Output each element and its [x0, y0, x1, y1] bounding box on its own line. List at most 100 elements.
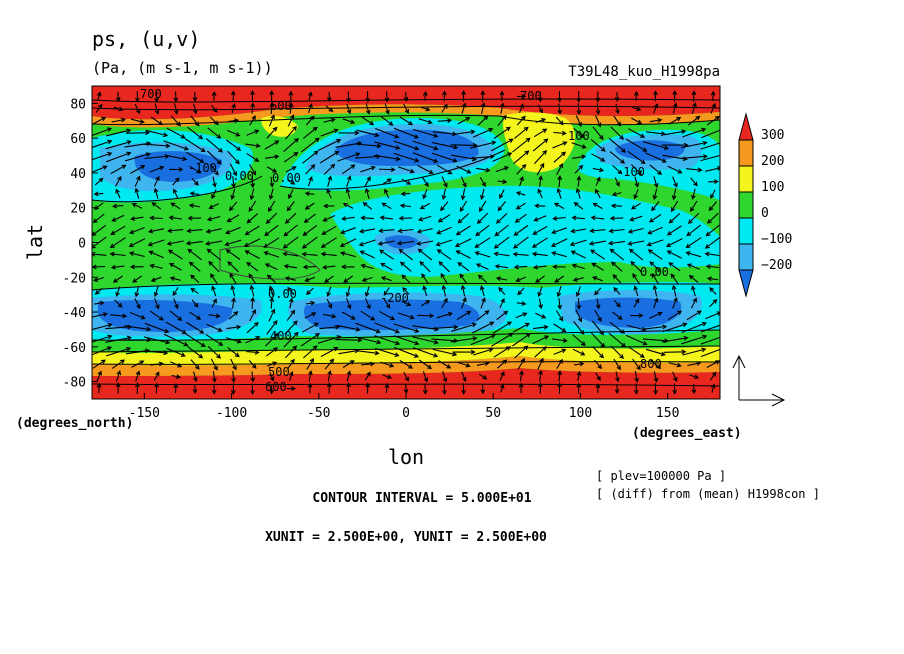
- wind-vector-arrow: [362, 201, 373, 210]
- wind-vector-arrow: [96, 91, 102, 101]
- wind-vector-arrow: [691, 383, 697, 395]
- wind-vector-arrow: [374, 335, 401, 346]
- wind-vector-arrow: [614, 92, 620, 102]
- wind-vector-arrow: [301, 251, 318, 257]
- wind-vector-arrow: [384, 188, 390, 199]
- wind-vector-arrow: [264, 140, 280, 150]
- wind-vector-arrow: [499, 383, 505, 393]
- wind-vector-arrow: [134, 187, 140, 199]
- wind-vector-arrow: [286, 201, 295, 212]
- wind-vector-arrow: [666, 250, 682, 259]
- wind-vector-arrow: [651, 272, 660, 285]
- wind-vector-arrow: [647, 226, 663, 235]
- wind-vector-arrow: [403, 371, 409, 382]
- wind-vector-arrow: [653, 90, 658, 102]
- wind-vector-arrow: [135, 382, 140, 394]
- wind-vector-arrow: [403, 384, 409, 395]
- wind-vector-arrow: [519, 370, 524, 382]
- wind-vector-arrow: [591, 153, 606, 162]
- wind-vector-arrow: [230, 90, 236, 102]
- wind-vector-arrow: [435, 239, 453, 247]
- wind-vector-arrow: [283, 152, 299, 163]
- wind-vector-arrow: [134, 175, 141, 187]
- wind-vector-arrow: [307, 103, 313, 114]
- wind-vector-arrow: [532, 138, 549, 152]
- wind-vector-arrow: [470, 334, 496, 346]
- wind-vector-arrow: [131, 202, 143, 209]
- wind-vector-arrow: [665, 238, 683, 248]
- reference-vector-up-arrow: [732, 354, 746, 400]
- wind-vector-arrow: [437, 214, 451, 223]
- wind-vector-arrow: [124, 325, 152, 332]
- wind-vector-arrow: [517, 287, 525, 296]
- wind-vector-arrow: [513, 225, 529, 236]
- wind-vector-arrow: [515, 312, 528, 319]
- wind-vector-arrow: [268, 114, 275, 127]
- wind-vector-arrow: [497, 114, 507, 127]
- wind-vector-arrow: [556, 358, 563, 369]
- wind-vector-arrow: [551, 251, 567, 258]
- wind-vector-arrow: [327, 175, 333, 187]
- wind-vector-arrow: [249, 284, 255, 297]
- wind-vector-arrow: [649, 261, 661, 273]
- wind-vector-arrow: [323, 203, 335, 209]
- wind-vector-arrow: [265, 332, 279, 347]
- wind-vector-arrow: [576, 175, 582, 187]
- wind-vector-arrow: [401, 274, 411, 284]
- wind-vector-arrow: [307, 370, 313, 382]
- wind-vector-arrow: [576, 297, 582, 310]
- wind-vector-arrow: [479, 177, 486, 188]
- wind-vector-arrow: [169, 310, 183, 321]
- wind-vector-arrow: [92, 312, 109, 318]
- wind-vector-arrow: [419, 202, 430, 210]
- wind-vector-arrow: [687, 115, 701, 126]
- wind-vector-arrow: [243, 238, 261, 247]
- wind-vector-arrow: [206, 248, 222, 261]
- wind-vector-arrow: [420, 299, 431, 307]
- wind-vector-arrow: [533, 324, 549, 330]
- wind-vector-arrow: [150, 116, 163, 126]
- wind-vector-arrow: [193, 371, 198, 383]
- wind-vector-arrow: [129, 264, 144, 270]
- wind-vector-arrow: [172, 287, 179, 296]
- wind-vector-arrow: [115, 382, 121, 394]
- wind-vector-arrow: [417, 215, 432, 222]
- wind-vector-arrow: [397, 228, 414, 234]
- diff-note: [ (diff) from (mean) H1998con ]: [596, 487, 820, 501]
- wind-vector-arrow: [326, 382, 332, 394]
- wind-vector-arrow: [245, 336, 261, 344]
- wind-vector-arrow: [420, 106, 431, 112]
- wind-vector-arrow: [210, 104, 218, 113]
- wind-vector-arrow: [625, 334, 648, 346]
- wind-vector-arrow: [93, 191, 104, 197]
- wind-vector-arrow: [497, 359, 508, 369]
- wind-vector-arrow: [412, 140, 439, 151]
- wind-vector-arrow: [324, 275, 334, 283]
- wind-vector-arrow: [209, 163, 219, 176]
- wind-vector-arrow: [557, 382, 562, 394]
- wind-vector-arrow: [211, 371, 217, 383]
- wind-vector-arrow: [269, 372, 275, 382]
- wind-vector-arrow: [288, 90, 294, 102]
- wind-vector-arrow: [337, 152, 361, 162]
- wind-vector-arrow: [627, 150, 646, 164]
- contour-label-500-south: 500: [268, 365, 290, 379]
- wind-vector-arrow: [459, 200, 468, 212]
- wind-vector-arrow: [246, 152, 260, 162]
- wind-vector-arrow: [628, 346, 645, 358]
- wind-vector-arrow: [437, 118, 453, 123]
- wind-vector-arrow: [206, 150, 222, 165]
- wind-vector-arrow: [652, 284, 658, 297]
- wind-vector-arrow: [364, 286, 370, 298]
- wind-vector-arrow: [436, 164, 453, 175]
- wind-vector-arrow: [224, 239, 242, 247]
- wind-vector-arrow: [166, 127, 186, 139]
- wind-vector-arrow: [326, 286, 332, 297]
- wind-vector-arrow: [361, 276, 373, 282]
- wind-vector-arrow: [461, 383, 466, 395]
- wind-vector-arrow: [630, 261, 642, 273]
- wind-vector-arrow: [305, 164, 316, 175]
- wind-vector-arrow: [553, 151, 566, 163]
- wind-vector-arrow: [92, 359, 106, 369]
- wind-vector-arrow: [379, 215, 394, 221]
